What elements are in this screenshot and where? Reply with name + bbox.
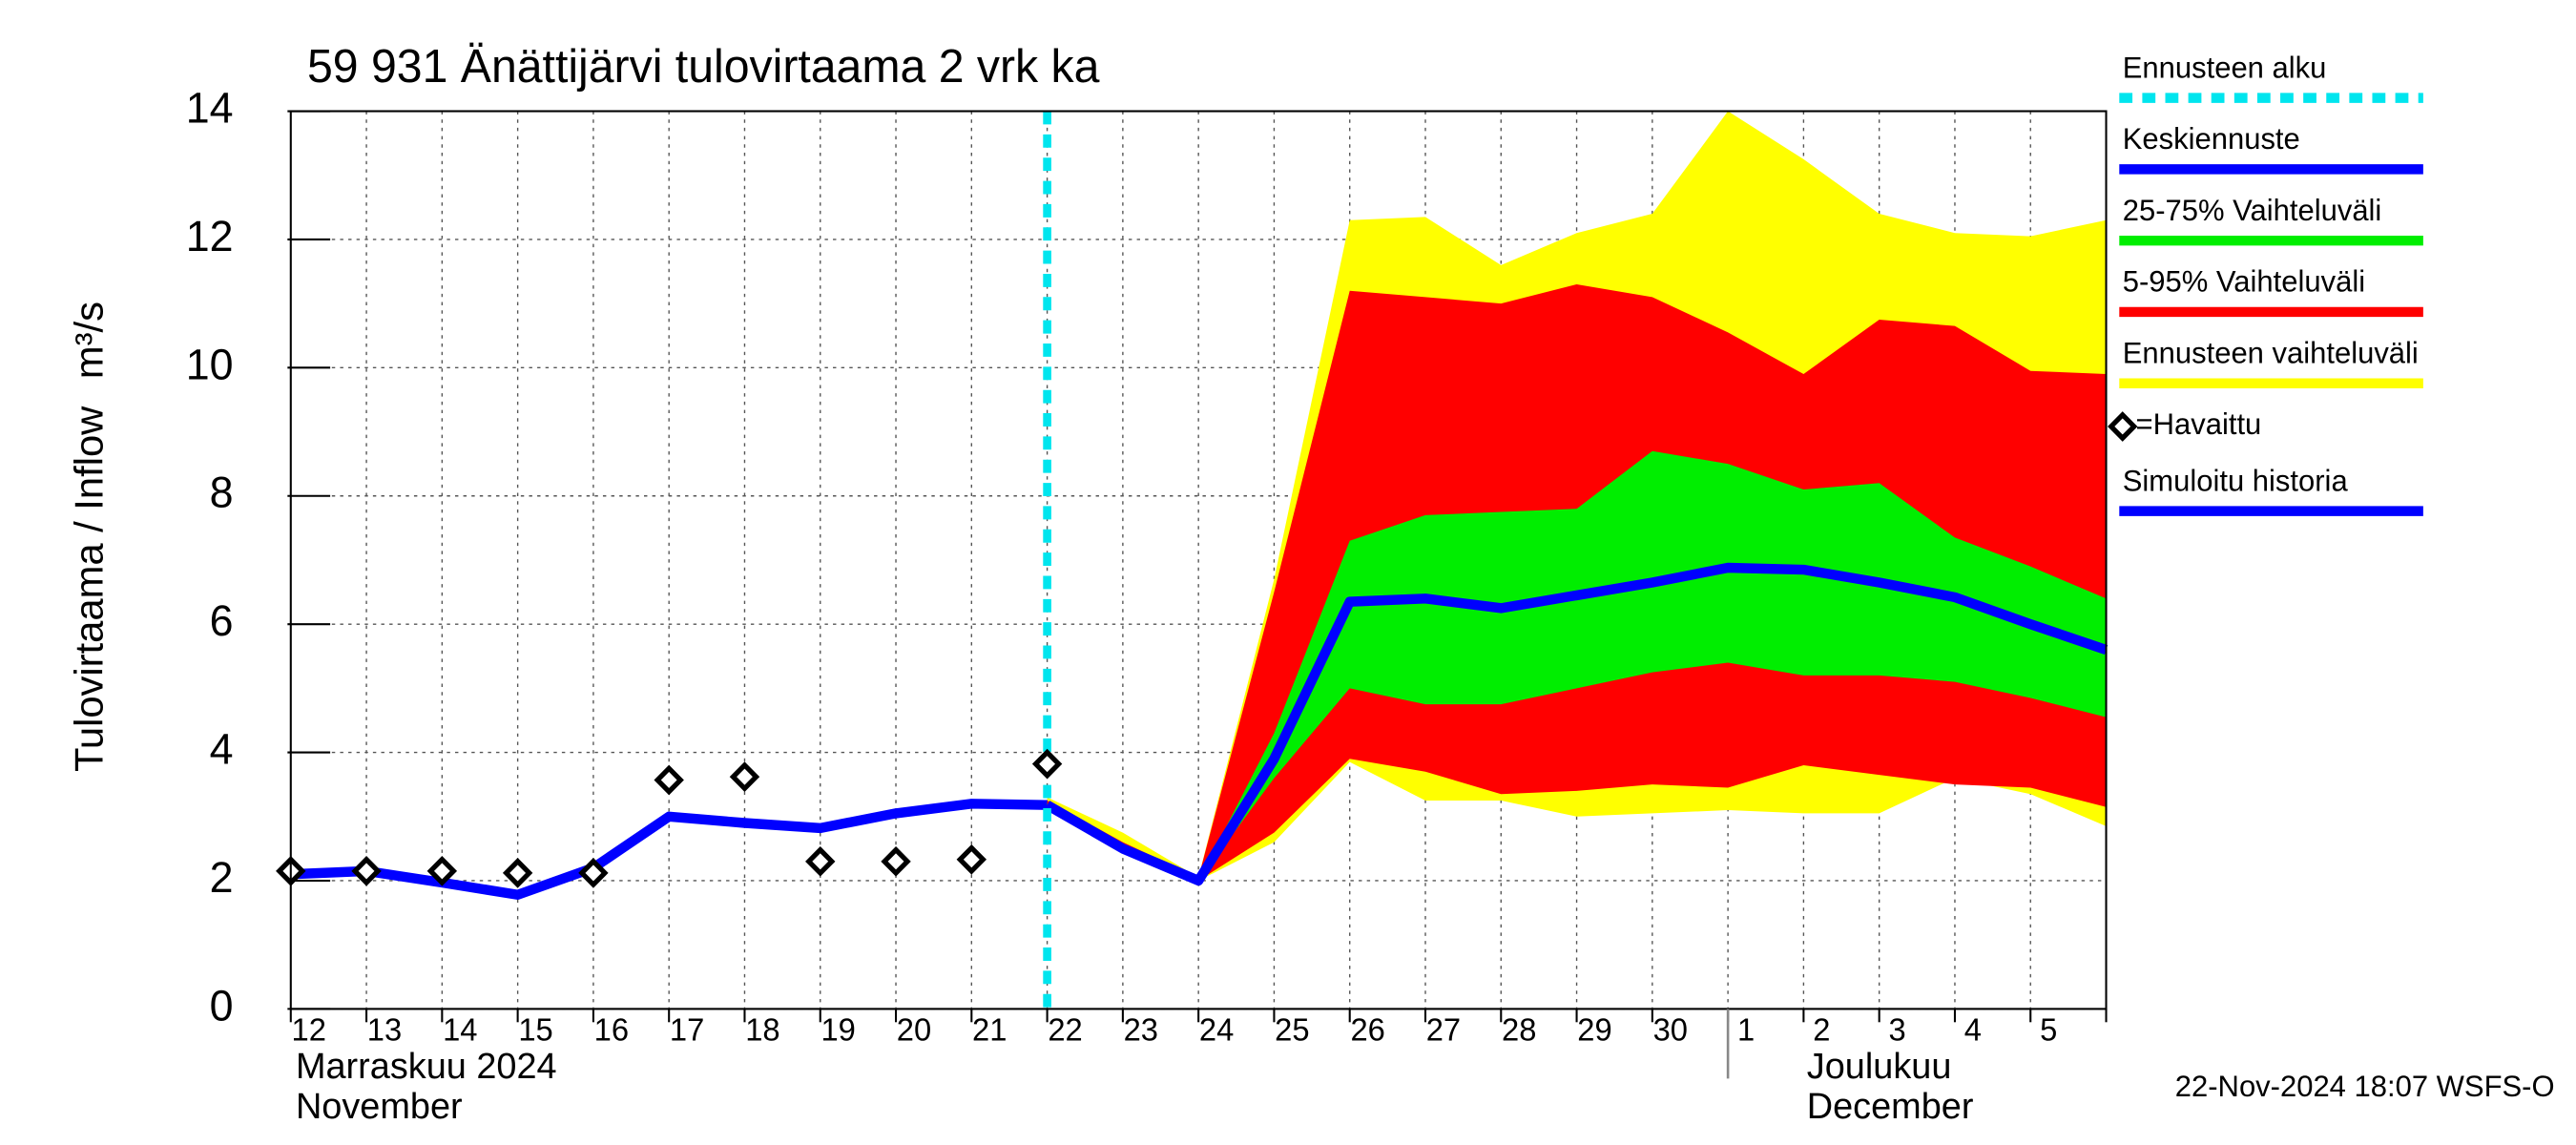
x-tick-label: 26 — [1350, 1011, 1384, 1047]
x-tick-label: 27 — [1426, 1011, 1461, 1047]
observed-point — [805, 845, 836, 877]
y-tick-label: 0 — [210, 981, 234, 1030]
x-tick-label: 25 — [1275, 1011, 1309, 1047]
observed-point — [881, 845, 911, 877]
x-tick-label: 29 — [1577, 1011, 1611, 1047]
y-axis-unit: m³/s — [67, 302, 112, 379]
x-tick-label: 20 — [897, 1011, 931, 1047]
x-tick-label: 28 — [1502, 1011, 1536, 1047]
line — [1045, 562, 2109, 886]
observed-point — [956, 843, 987, 875]
x-tick-label: 30 — [1653, 1011, 1688, 1047]
y-tick-label: 6 — [210, 596, 234, 645]
x-tick-label: 16 — [594, 1011, 629, 1047]
x-tick-label: 12 — [292, 1011, 326, 1047]
x-tick-label: 3 — [1889, 1011, 1906, 1047]
x-tick-label: 23 — [1124, 1011, 1158, 1047]
legend-label: 5-95% Vaihteluväli — [2123, 265, 2365, 299]
legend-label: Ennusteen alku — [2123, 51, 2327, 84]
observed-point — [1031, 748, 1063, 780]
observed-point — [578, 858, 609, 888]
legend-label: Simuloitu historia — [2123, 464, 2349, 497]
month-label: Joulukuu — [1807, 1047, 1952, 1087]
month-label: November — [296, 1087, 463, 1127]
y-axis-label: Tulovirtaama / Inflow — [67, 406, 112, 772]
y-tick-label: 10 — [186, 340, 234, 388]
x-tick-label: 18 — [745, 1011, 779, 1047]
y-tick-label: 4 — [210, 724, 234, 773]
x-tick-label: 22 — [1048, 1011, 1082, 1047]
x-tick-label: 5 — [2040, 1011, 2057, 1047]
y-tick-label: 12 — [186, 212, 234, 260]
legend-label: Keskiennuste — [2123, 122, 2300, 156]
x-tick-label: 15 — [518, 1011, 552, 1047]
plot — [276, 110, 2109, 1010]
x-tick-label: 21 — [972, 1011, 1007, 1047]
x-tick-label: 4 — [1964, 1011, 1982, 1047]
x-tick-label: 13 — [367, 1011, 402, 1047]
legend-label: Ennusteen vaihteluväli — [2123, 336, 2419, 369]
observed-point — [729, 761, 760, 792]
y-tick-label: 14 — [186, 83, 234, 132]
observed-point — [654, 764, 684, 796]
x-tick-label: 2 — [1813, 1011, 1830, 1047]
x-tick-label: 1 — [1737, 1011, 1755, 1047]
chart-title: 59 931 Änättijärvi tulovirtaama 2 vrk ka — [307, 41, 1100, 93]
line — [290, 799, 1048, 900]
band — [1047, 450, 2107, 881]
x-tick-label: 14 — [443, 1011, 477, 1047]
y-tick-label: 2 — [210, 853, 234, 902]
month-label: Marraskuu 2024 — [296, 1047, 557, 1087]
observed-point — [502, 858, 533, 888]
x-tick-label: 19 — [821, 1011, 855, 1047]
legend-marker — [2108, 411, 2138, 442]
month-label: December — [1807, 1087, 1974, 1127]
legend-label: =Havaittu — [2136, 407, 2262, 441]
legend-label: 25-75% Vaihteluväli — [2123, 194, 2382, 227]
x-tick-label: 17 — [670, 1011, 704, 1047]
y-tick-label: 8 — [210, 468, 234, 516]
observed-point — [426, 856, 458, 886]
timestamp: 22-Nov-2024 18:07 WSFS-O — [2175, 1070, 2555, 1103]
observed-point — [351, 856, 382, 886]
x-tick-label: 24 — [1199, 1011, 1234, 1047]
